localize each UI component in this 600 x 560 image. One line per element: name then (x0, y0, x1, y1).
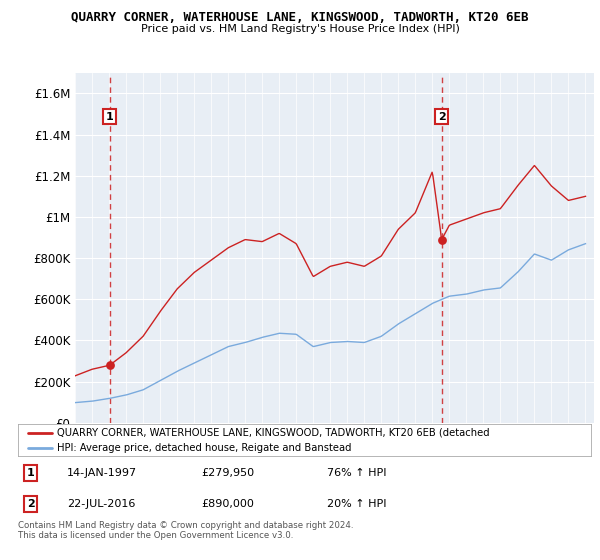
Point (105, 361, 115, 370)
Point (437, 235, 446, 244)
Text: 20% ↑ HPI: 20% ↑ HPI (328, 499, 387, 508)
Text: QUARRY CORNER, WATERHOUSE LANE, KINGSWOOD, TADWORTH, KT20 6EB (detached: QUARRY CORNER, WATERHOUSE LANE, KINGSWOO… (57, 428, 490, 438)
Text: 2: 2 (438, 111, 446, 122)
Text: 14-JAN-1997: 14-JAN-1997 (67, 468, 137, 478)
Text: QUARRY CORNER, WATERHOUSE LANE, KINGSWOOD, TADWORTH, KT20 6EB: QUARRY CORNER, WATERHOUSE LANE, KINGSWOO… (71, 11, 529, 24)
Text: 2: 2 (27, 499, 34, 508)
Text: 1: 1 (106, 111, 113, 122)
Text: Price paid vs. HM Land Registry's House Price Index (HPI): Price paid vs. HM Land Registry's House … (140, 24, 460, 34)
Text: £279,950: £279,950 (202, 468, 254, 478)
Text: £890,000: £890,000 (202, 499, 254, 508)
Text: HPI: Average price, detached house, Reigate and Banstead: HPI: Average price, detached house, Reig… (57, 444, 352, 453)
Text: 1: 1 (27, 468, 34, 478)
Text: 22-JUL-2016: 22-JUL-2016 (67, 499, 135, 508)
Text: Contains HM Land Registry data © Crown copyright and database right 2024.
This d: Contains HM Land Registry data © Crown c… (18, 521, 353, 540)
Text: 76% ↑ HPI: 76% ↑ HPI (328, 468, 387, 478)
